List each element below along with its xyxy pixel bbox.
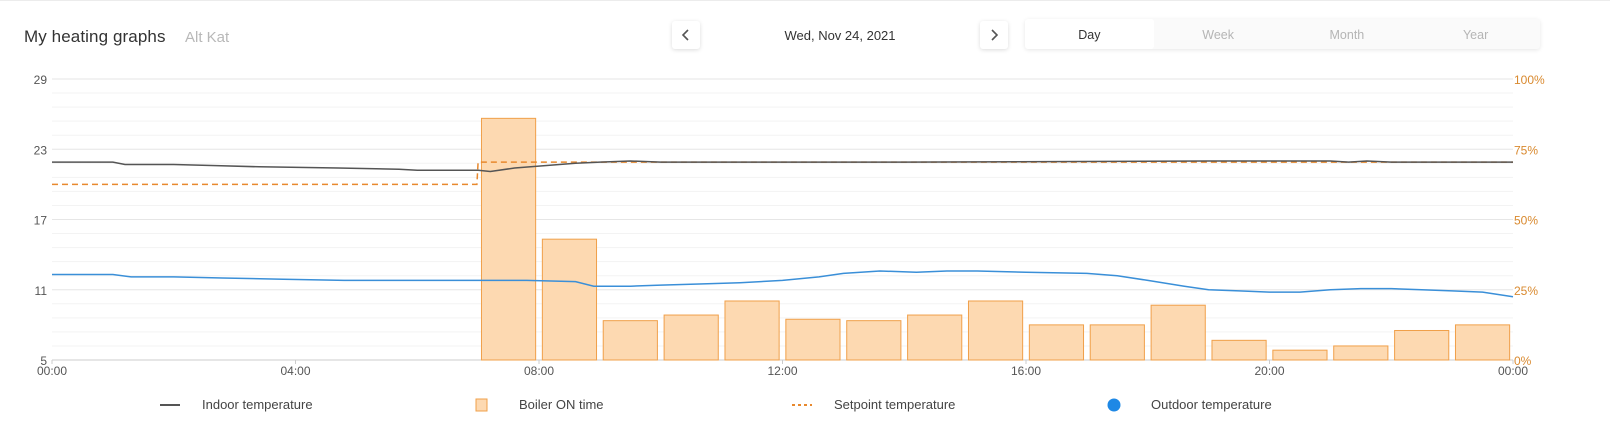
setpoint-temperature-line [52,161,1513,186]
x-tick-label: 00:00 [37,364,67,378]
x-tick-label: 04:00 [280,364,310,378]
y-right-tick-label: 75% [1514,143,1538,157]
legend-setpoint-temperature[interactable]: Setpoint temperature [792,397,955,412]
page-title: My heating graphs [24,27,166,46]
boiler-bar [541,238,598,361]
y-right-tick-label: 100% [1514,73,1545,87]
x-tick-label: 08:00 [524,364,554,378]
boiler-bar [663,314,719,361]
home-name[interactable]: Alt Kat [185,29,230,46]
y-left-tick-label: 5 [40,354,47,368]
legend-boiler-on-time[interactable]: Boiler ON time [475,397,604,412]
boiler-bar [480,117,537,361]
outdoor-temperature-line [52,270,1514,298]
boiler-bar [907,314,963,361]
boiler-bar [846,320,902,361]
boiler-bar [967,300,1024,361]
boiler-bar [1211,339,1267,361]
boiler-bar [724,300,780,361]
boiler-bar [1272,349,1328,361]
boiler-bar [1454,324,1511,361]
selected-date: Wed, Nov 24, 2021 [784,28,896,43]
legend-indoor-temperature[interactable]: Indoor temperature [160,397,313,412]
x-tick-label: 00:00 [1498,364,1528,378]
boiler-bar [1150,304,1206,361]
y-right-tick-label: 50% [1514,214,1538,228]
tab-month[interactable]: Month [1329,28,1365,42]
boiler-bar [1394,329,1450,361]
previous-day-button[interactable] [672,21,700,49]
boiler-bar [1089,324,1145,361]
y-right-tick-label: 0% [1514,354,1532,368]
y-left-tick-label: 17 [34,214,48,228]
time-range-tabs: Day Week Month Year [1025,19,1540,49]
legend-label: Indoor temperature [202,397,313,412]
dash-swatch-icon [792,403,812,406]
chevron-left-icon [681,29,689,41]
next-day-button[interactable] [980,21,1008,49]
legend-label: Boiler ON time [519,397,604,412]
tab-year[interactable]: Year [1462,28,1489,42]
y-left-tick-label: 11 [35,284,48,298]
indoor-temperature-line [52,160,1513,173]
x-tick-label: 12:00 [767,364,797,378]
boiler-bar [785,318,841,361]
legend-label: Setpoint temperature [834,397,956,412]
tab-week[interactable]: Week [1202,28,1234,42]
legend-label: Outdoor temperature [1151,397,1272,412]
line-swatch-icon [160,403,180,406]
y-right-tick-label: 25% [1514,284,1538,298]
box-swatch-icon [475,398,488,411]
boiler-bar [602,320,658,361]
tab-day[interactable]: Day [1025,19,1154,49]
legend-outdoor-temperature[interactable]: Outdoor temperature [1107,397,1272,412]
y-left-tick-label: 23 [34,143,48,157]
x-tick-label: 16:00 [1011,364,1041,378]
chevron-right-icon [991,29,999,41]
dot-swatch-icon [1107,398,1121,411]
x-tick-label: 20:00 [1254,364,1284,378]
y-left-tick-label: 29 [34,73,48,87]
boiler-bar [1333,345,1389,361]
boiler-bar [1028,324,1085,361]
